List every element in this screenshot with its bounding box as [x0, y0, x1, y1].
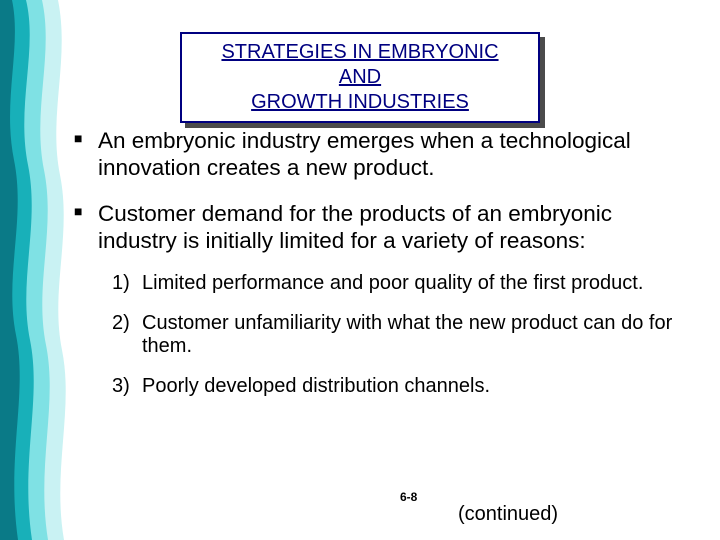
sub-number: 1): [112, 272, 130, 296]
content-area: An embryonic industry emerges when a tec…: [74, 128, 680, 419]
sub-number: 2): [112, 312, 130, 336]
slide: STRATEGIES IN EMBRYONIC AND GROWTH INDUS…: [0, 0, 720, 540]
bullet-text: An embryonic industry emerges when a tec…: [98, 128, 631, 180]
sub-list: 1) Limited performance and poor quality …: [112, 272, 680, 398]
bullet-text: Customer demand for the products of an e…: [98, 201, 612, 253]
title-front: STRATEGIES IN EMBRYONIC AND GROWTH INDUS…: [180, 32, 540, 123]
sub-text: Poorly developed distribution channels.: [142, 375, 490, 397]
sub-item: 1) Limited performance and poor quality …: [112, 272, 680, 296]
list-item: An embryonic industry emerges when a tec…: [74, 128, 680, 181]
sub-text: Customer unfamiliarity with what the new…: [142, 312, 672, 358]
sub-item: 2) Customer unfamiliarity with what the …: [112, 312, 680, 359]
title-box: STRATEGIES IN EMBRYONIC AND GROWTH INDUS…: [180, 32, 540, 123]
sub-text: Limited performance and poor quality of …: [142, 272, 643, 294]
list-item: Customer demand for the products of an e…: [74, 201, 680, 398]
bullet-list: An embryonic industry emerges when a tec…: [74, 128, 680, 399]
continued-label: (continued): [458, 503, 558, 526]
sub-item: 3) Poorly developed distribution channel…: [112, 375, 680, 399]
page-number: 6-8: [400, 490, 417, 504]
sub-number: 3): [112, 375, 130, 399]
title-text: STRATEGIES IN EMBRYONIC AND GROWTH INDUS…: [210, 40, 510, 115]
